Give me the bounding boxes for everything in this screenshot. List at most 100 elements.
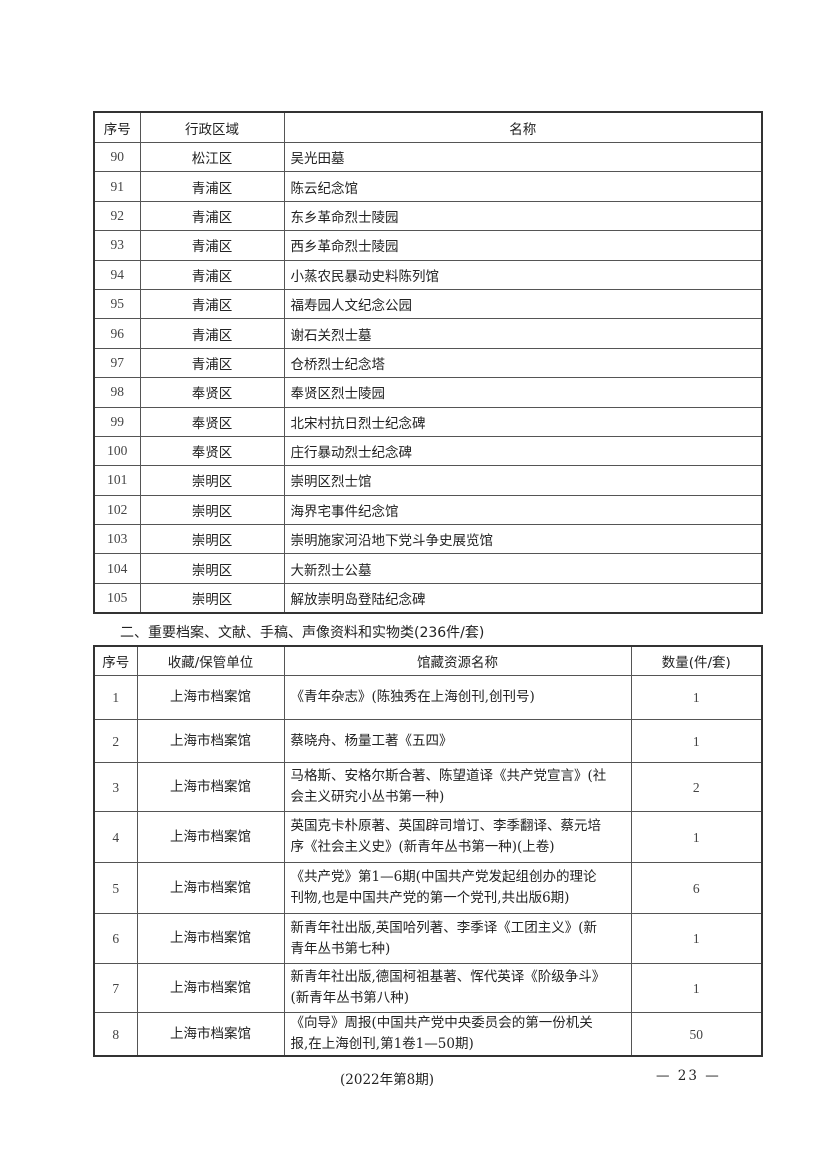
row-number: 94 (93, 259, 141, 290)
row-site-name: 奉贤区烈士陵园 (283, 377, 763, 408)
row-number: 105 (93, 582, 141, 614)
header-unit: 收藏/保管单位 (136, 645, 285, 676)
row-unit: 上海市档案馆 (136, 675, 285, 720)
row-quantity: 1 (630, 963, 763, 1013)
row-district: 崇明区 (139, 465, 285, 496)
row-site-name: 陈云纪念馆 (283, 171, 763, 202)
table-row: 2 上海市档案馆 蔡晓舟、杨量工著《五四》 1 (93, 719, 763, 763)
table-row: 94 青浦区 小蒸农民暴动史料陈列馆 (93, 259, 763, 290)
page-number: — 23 — (656, 1068, 721, 1084)
row-site-name: 西乡革命烈士陵园 (283, 230, 763, 261)
row-number: 91 (93, 171, 141, 202)
table-header-row: 序号 收藏/保管单位 馆藏资源名称 数量(件/套) (93, 645, 763, 676)
resource-name-line: 《青年杂志》(陈独秀在上海创刊,创刊号) (290, 689, 535, 705)
header-name: 名称 (283, 111, 763, 143)
row-number: 2 (93, 719, 138, 763)
row-number: 1 (93, 675, 138, 720)
resource-name-line: 新青年社出版,德国柯祖基著、恽代英译《阶级争斗》 (290, 969, 606, 985)
row-number: 102 (93, 494, 141, 526)
row-district: 崇明区 (139, 553, 285, 584)
row-unit: 上海市档案馆 (136, 762, 285, 812)
table-row: 90 松江区 吴光田墓 (93, 141, 763, 173)
table-row: 97 青浦区 仓桥烈士纪念塔 (93, 347, 763, 379)
table-row: 102 崇明区 海界宅事件纪念馆 (93, 494, 763, 526)
row-number: 93 (93, 230, 141, 261)
resource-name-line: 蔡晓舟、杨量工著《五四》 (290, 732, 453, 749)
memorial-sites-table: 序号 行政区域 名称 90 松江区 吴光田墓 91 青浦区 陈云纪念馆 92 青浦区 东乡革命烈… (93, 111, 763, 615)
section-title: 二、重要档案、文献、手稿、声像资料和实物类(236件/套) (120, 625, 485, 641)
row-resource-name: 《向导》周报(中国共产党中央委员会的第一份机关 报,在上海创刊,第1卷1—50期) (283, 1012, 632, 1057)
row-unit: 上海市档案馆 (136, 1012, 285, 1057)
row-number: 7 (93, 963, 138, 1013)
row-quantity: 1 (630, 913, 763, 964)
header-resource-name: 馆藏资源名称 (283, 645, 632, 676)
header-no: 序号 (93, 111, 141, 143)
row-quantity: 1 (630, 811, 763, 863)
row-district: 青浦区 (139, 347, 285, 379)
row-resource-name: 蔡晓舟、杨量工著《五四》 (283, 719, 632, 763)
row-quantity: 6 (630, 862, 763, 914)
table-row: 8 上海市档案馆 《向导》周报(中国共产党中央委员会的第一份机关 报,在上海创刊,第1… (93, 1012, 763, 1057)
table-row: 1 上海市档案馆 《青年杂志》(陈独秀在上海创刊,创刊号) 1 (93, 675, 763, 720)
table-row: 99 奉贤区 北宋村抗日烈士纪念碑 (93, 406, 763, 437)
resource-name-line: 马格斯、安格尔斯合著、陈望道译《共产党宣言》(社 (290, 768, 607, 784)
row-quantity: 1 (630, 675, 763, 720)
row-district: 青浦区 (139, 171, 285, 202)
row-number: 96 (93, 318, 141, 349)
row-resource-name: 新青年社出版,英国哈列著、李季译《工团主义》(新 青年丛书第七种) (283, 913, 632, 964)
row-number: 3 (93, 762, 138, 812)
row-number: 97 (93, 347, 141, 379)
resource-name-line: 报,在上海创刊,第1卷1—50期) (290, 1036, 474, 1052)
row-district: 青浦区 (139, 318, 285, 349)
row-district: 青浦区 (139, 259, 285, 290)
row-site-name: 海界宅事件纪念馆 (283, 494, 763, 526)
header-no: 序号 (93, 645, 138, 676)
table-row: 100 奉贤区 庄行暴动烈士纪念碑 (93, 435, 763, 467)
row-site-name: 谢石关烈士墓 (283, 318, 763, 349)
resource-name-line: 序《社会主义史》(新青年丛书第一种)(上卷) (290, 839, 555, 855)
table-row: 4 上海市档案馆 英国克卡朴原著、英国辟司增订、李季翻译、蔡元培 序《社会主义史》(新… (93, 811, 763, 863)
row-number: 98 (93, 377, 141, 408)
resource-name-line: 刊物,也是中国共产党的第一个党刊,共出版6期) (290, 890, 570, 906)
table-header-row: 序号 行政区域 名称 (93, 111, 763, 143)
table-row: 96 青浦区 谢石关烈士墓 (93, 318, 763, 349)
table-row: 98 奉贤区 奉贤区烈士陵园 (93, 377, 763, 408)
row-district: 松江区 (139, 141, 285, 173)
row-site-name: 东乡革命烈士陵园 (283, 200, 763, 232)
header-quantity: 数量(件/套) (630, 645, 763, 676)
table-row: 104 崇明区 大新烈士公墓 (93, 553, 763, 584)
row-site-name: 福寿园人文纪念公园 (283, 288, 763, 320)
row-district: 奉贤区 (139, 406, 285, 437)
row-unit: 上海市档案馆 (136, 913, 285, 964)
header-district: 行政区域 (139, 111, 285, 143)
table-row: 93 青浦区 西乡革命烈士陵园 (93, 230, 763, 261)
row-number: 92 (93, 200, 141, 232)
table-row: 91 青浦区 陈云纪念馆 (93, 171, 763, 202)
row-resource-name: 英国克卡朴原著、英国辟司增订、李季翻译、蔡元培 序《社会主义史》(新青年丛书第一种… (283, 811, 632, 863)
resource-name-line: 新青年社出版,英国哈列著、李季译《工团主义》(新 (290, 919, 598, 936)
table-row: 92 青浦区 东乡革命烈士陵园 (93, 200, 763, 232)
row-district: 青浦区 (139, 200, 285, 232)
row-number: 95 (93, 288, 141, 320)
row-number: 99 (93, 406, 141, 437)
row-unit: 上海市档案馆 (136, 811, 285, 863)
row-unit: 上海市档案馆 (136, 862, 285, 914)
row-resource-name: 马格斯、安格尔斯合著、陈望道译《共产党宣言》(社 会主义研究小丛书第一种) (283, 762, 632, 812)
resource-name-line: 会主义研究小丛书第一种) (290, 789, 445, 805)
row-number: 100 (93, 435, 141, 467)
row-quantity: 2 (630, 762, 763, 812)
row-unit: 上海市档案馆 (136, 719, 285, 763)
row-district: 奉贤区 (139, 377, 285, 408)
row-number: 90 (93, 141, 141, 173)
table-row: 5 上海市档案馆 《共产党》第1—6期(中国共产党发起组创办的理论 刊物,也是中国共产… (93, 862, 763, 914)
row-district: 崇明区 (139, 524, 285, 555)
issue-footer: (2022年第8期) (340, 1072, 434, 1088)
resource-name-line: 《向导》周报(中国共产党中央委员会的第一份机关 (290, 1015, 593, 1031)
row-site-name: 崇明施家河沿地下党斗争史展览馆 (283, 524, 763, 555)
table-row: 6 上海市档案馆 新青年社出版,英国哈列著、李季译《工团主义》(新 青年丛书第七种) 1 (93, 913, 763, 964)
resource-name-line: (新青年丛书第八种) (290, 990, 410, 1006)
table-row: 105 崇明区 解放崇明岛登陆纪念碑 (93, 582, 763, 614)
row-site-name: 仓桥烈士纪念塔 (283, 347, 763, 379)
table-row: 103 崇明区 崇明施家河沿地下党斗争史展览馆 (93, 524, 763, 555)
row-site-name: 北宋村抗日烈士纪念碑 (283, 406, 763, 437)
